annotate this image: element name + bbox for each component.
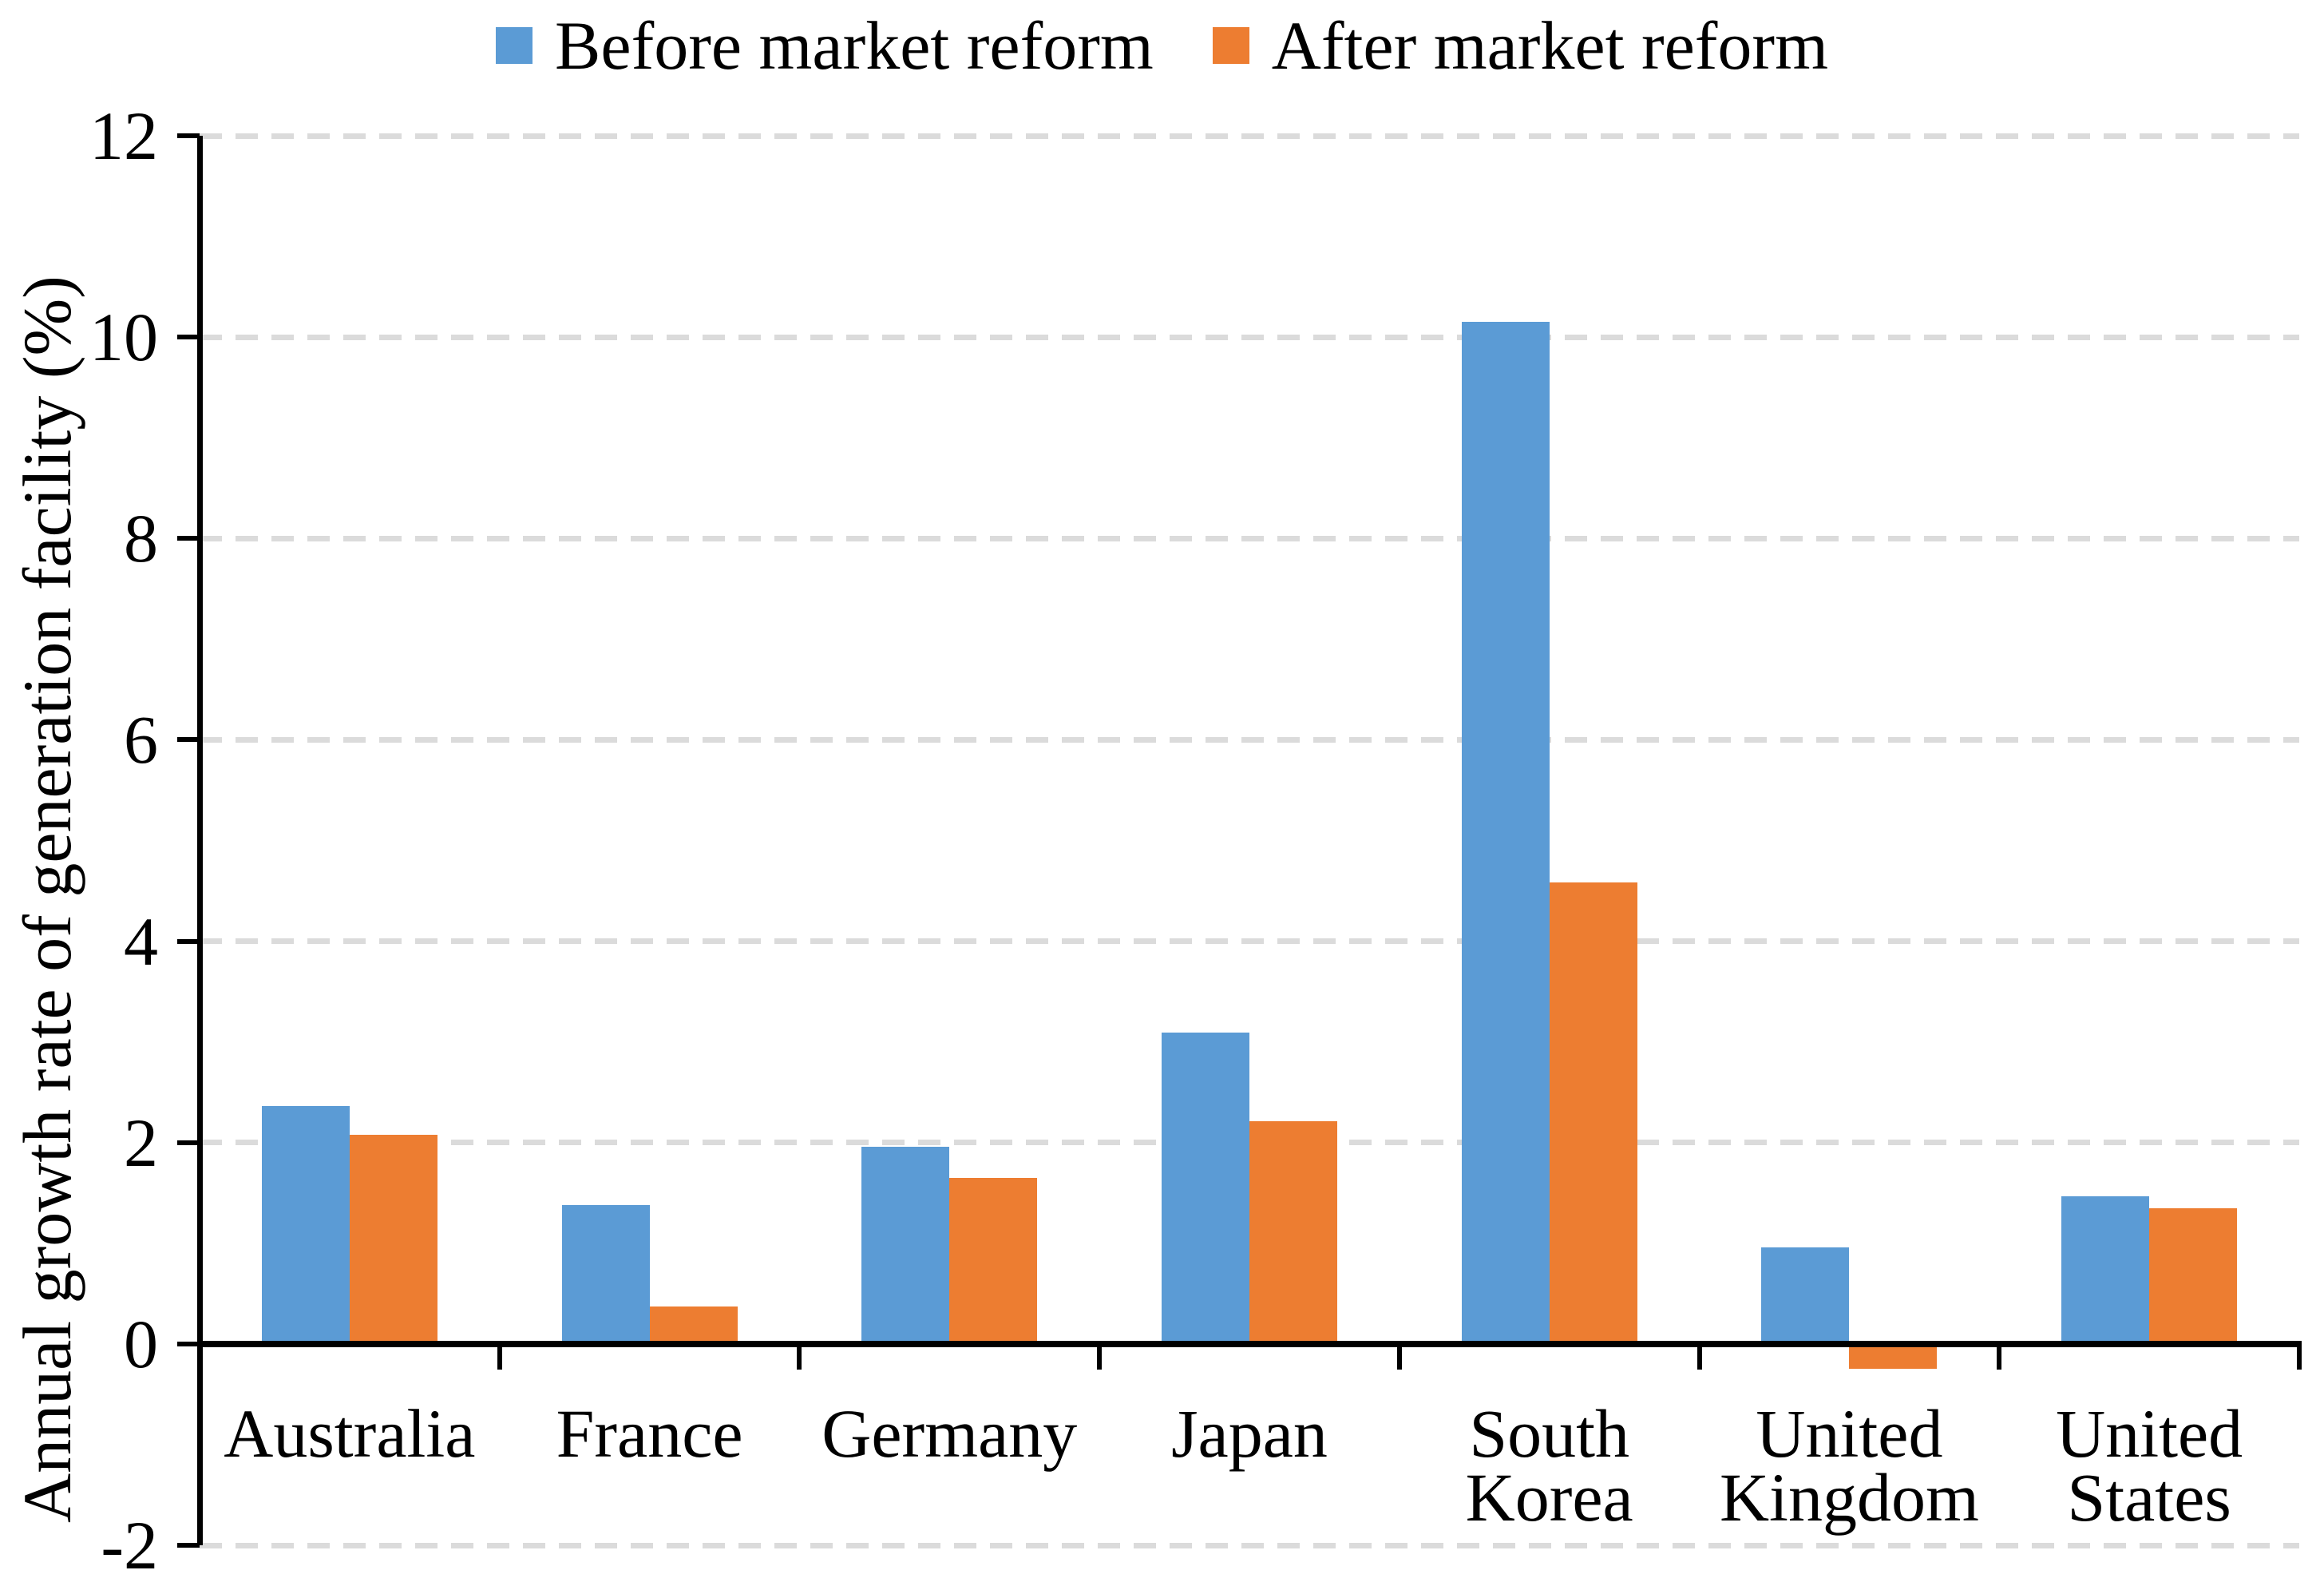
legend: Before market reform After market reform [0, 11, 2324, 80]
x-tick-6 [1997, 1346, 2002, 1370]
plot-area: 12 10 8 6 4 2 0 -2 Australia France Germany Japan So… [89, 101, 2302, 1580]
category-label-australia: Australia [224, 1394, 476, 1472]
gridline--2 [200, 1542, 2299, 1548]
y-tick-label-0: 0 [124, 1305, 158, 1382]
legend-item-after: After market reform [1212, 7, 1828, 84]
gridline-4 [200, 938, 2299, 945]
bar-after-france [649, 1306, 738, 1344]
bar-before-japan [1162, 1033, 1249, 1344]
bar-before-germany [861, 1146, 950, 1344]
gridline-10 [200, 334, 2299, 340]
y-tick-12 [177, 133, 200, 138]
y-tick-8 [177, 536, 200, 541]
legend-label-after: After market reform [1271, 7, 1828, 84]
gridline-6 [200, 736, 2299, 743]
x-tick-1 [497, 1346, 502, 1370]
bar-after-united-states [2149, 1207, 2238, 1344]
bar-before-south-korea [1461, 322, 1550, 1344]
y-tick-10 [177, 335, 200, 340]
y-tick-label-4: 4 [124, 902, 158, 980]
category-label-germany: Germany [822, 1394, 1078, 1472]
gridline-8 [200, 535, 2299, 541]
bar-before-france [561, 1204, 650, 1344]
y-tick-4 [177, 938, 200, 944]
bar-after-south-korea [1549, 882, 1637, 1344]
y-tick-label-6: 6 [124, 701, 158, 779]
bar-after-japan [1249, 1121, 1337, 1344]
bar-after-united-kingdom [1849, 1343, 1938, 1370]
x-tick-4 [1396, 1346, 1402, 1370]
x-tick-7 [2297, 1346, 2302, 1370]
bar-before-australia [261, 1106, 350, 1344]
x-axis-line [197, 1340, 2302, 1347]
category-label-united-states: United States [2056, 1394, 2243, 1536]
x-tick-3 [1097, 1346, 1103, 1370]
legend-label-before: Before market reform [555, 7, 1154, 84]
y-tick-6 [177, 737, 200, 743]
bar-before-united-kingdom [1761, 1247, 1850, 1344]
bar-before-united-states [2061, 1195, 2150, 1344]
category-label-south-korea: South Korea [1465, 1394, 1633, 1536]
y-tick-0 [177, 1341, 200, 1346]
category-label-japan: Japan [1171, 1394, 1328, 1472]
legend-swatch-after-icon [1212, 27, 1249, 64]
legend-item-before: Before market reform [496, 11, 1154, 80]
bar-after-australia [349, 1134, 437, 1344]
y-tick-label--2: -2 [101, 1507, 158, 1584]
bar-after-germany [949, 1177, 1038, 1344]
y-axis-line [197, 136, 203, 1545]
y-tick-2 [177, 1140, 200, 1145]
y-tick-label-8: 8 [124, 500, 158, 577]
category-label-united-kingdom: United Kingdom [1719, 1394, 1979, 1536]
gridline-12 [200, 133, 2299, 139]
x-tick-5 [1696, 1346, 1702, 1370]
x-tick-2 [797, 1346, 802, 1370]
y-tick-label-10: 10 [89, 299, 158, 376]
y-tick-label-2: 2 [124, 1104, 158, 1181]
x-tick-0 [197, 1346, 202, 1370]
category-label-france: France [556, 1394, 743, 1472]
y-tick-label-12: 12 [89, 97, 158, 174]
legend-swatch-before-icon [496, 27, 533, 64]
y-tick--2 [177, 1543, 200, 1548]
